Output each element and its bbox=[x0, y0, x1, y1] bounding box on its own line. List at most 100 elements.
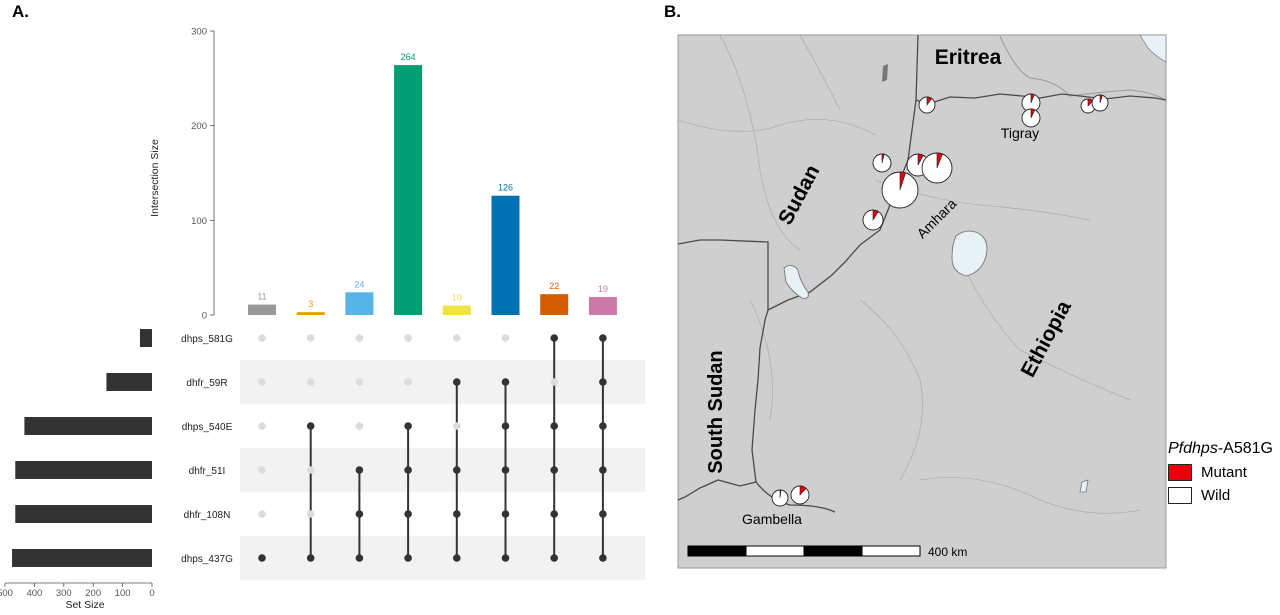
set-size-bar bbox=[15, 505, 153, 523]
panel-a-label: A. bbox=[12, 2, 29, 21]
legend-item-wild: Wild bbox=[1168, 487, 1273, 504]
matrix-background bbox=[240, 360, 645, 580]
legend-title: Pfdhps-A581G bbox=[1168, 440, 1273, 458]
bar-value-label: 19 bbox=[598, 284, 608, 294]
coastline bbox=[999, 35, 1167, 101]
y-tick-label: 300 bbox=[191, 27, 207, 38]
matrix-dot-empty bbox=[355, 378, 364, 386]
matrix-dot-empty bbox=[550, 378, 558, 386]
set-size-bar bbox=[139, 329, 152, 347]
intersection-bar bbox=[296, 312, 325, 315]
map-legend: Pfdhps-A581G Mutant Wild bbox=[1168, 440, 1273, 504]
intersection-bars: 11 3 24 264 10 126 22 19 bbox=[248, 52, 617, 315]
lake-sudan bbox=[783, 265, 809, 299]
lake-small-east bbox=[1079, 479, 1089, 493]
matrix-dot-filled bbox=[501, 510, 510, 518]
set-size-bar bbox=[106, 373, 152, 391]
matrix-dot-filled bbox=[599, 554, 607, 562]
intersection-bar bbox=[540, 294, 569, 315]
matrix-dot-empty bbox=[258, 378, 266, 386]
matrix-dot-empty bbox=[355, 334, 364, 342]
intersection-size-axis: 0 100 200 300 bbox=[191, 27, 215, 322]
matrix-dot-filled bbox=[599, 466, 607, 474]
matrix-dot-empty bbox=[453, 334, 461, 342]
membership-matrix bbox=[258, 334, 607, 562]
intersection-bar bbox=[442, 305, 471, 315]
country-label-eritrea: Eritrea bbox=[935, 46, 1002, 69]
matrix-dot-empty bbox=[258, 466, 266, 474]
set-axis-tick-label: 200 bbox=[85, 588, 101, 599]
site-pie-mutant-slice bbox=[936, 152, 943, 169]
scale-bar: 400 km bbox=[687, 545, 967, 559]
matrix-dot-filled bbox=[404, 422, 412, 430]
bar-value-label: 11 bbox=[257, 292, 266, 302]
matrix-dot-filled bbox=[599, 378, 607, 386]
set-size-bar bbox=[12, 549, 152, 567]
legend-swatch-wild bbox=[1168, 487, 1192, 504]
matrix-dot-filled bbox=[453, 378, 461, 386]
matrix-dot-empty bbox=[453, 422, 461, 430]
site-pie-mutant-slice bbox=[881, 153, 885, 164]
matrix-dot-filled bbox=[355, 466, 364, 474]
matrix-dot-empty bbox=[258, 422, 266, 430]
matrix-row-stripe bbox=[240, 448, 645, 492]
matrix-dot-filled bbox=[404, 554, 412, 562]
matrix-dot-filled bbox=[599, 510, 607, 518]
set-size-bar bbox=[24, 417, 152, 435]
matrix-dot-empty bbox=[306, 334, 315, 342]
matrix-dot-filled bbox=[501, 554, 510, 562]
intersection-bar bbox=[394, 65, 423, 315]
y-tick-label: 0 bbox=[202, 311, 207, 322]
country-borders bbox=[677, 34, 1167, 513]
intersection-bar bbox=[588, 297, 617, 315]
set-name-label: dhfr_108N bbox=[184, 510, 231, 521]
matrix-dot-filled bbox=[550, 466, 558, 474]
legend-swatch-mutant bbox=[1168, 464, 1192, 481]
set-name-label: dhps_540E bbox=[182, 422, 233, 433]
legend-label-wild: Wild bbox=[1201, 487, 1231, 504]
matrix-dot-filled bbox=[306, 554, 315, 562]
matrix-dot-empty bbox=[306, 378, 315, 386]
matrix-dot-empty bbox=[501, 334, 510, 342]
map-panel: Eritrea Sudan Ethiopia South Sudan Tigra… bbox=[677, 34, 1167, 569]
matrix-dot-filled bbox=[453, 554, 461, 562]
site-pie-mutant-slice bbox=[917, 153, 924, 166]
matrix-dot-filled bbox=[501, 422, 510, 430]
intersection-bar bbox=[345, 292, 374, 315]
matrix-dot-filled bbox=[550, 554, 558, 562]
bar-value-label: 10 bbox=[452, 293, 462, 303]
site-pie-mutant-slice bbox=[899, 171, 906, 191]
set-axis-tick-label: 500 bbox=[0, 588, 13, 599]
bar-value-label: 126 bbox=[498, 183, 513, 193]
set-size-bars: dhps_581G dhfr_59R dhps_540E dhfr_51I dhfr_1… bbox=[12, 329, 233, 567]
intersection-bar bbox=[491, 195, 520, 315]
legend-item-mutant: Mutant bbox=[1168, 464, 1273, 481]
set-axis-tick-label: 100 bbox=[115, 588, 131, 599]
bar-value-label: 22 bbox=[549, 281, 559, 291]
matrix-dot-filled bbox=[404, 466, 412, 474]
matrix-dot-empty bbox=[306, 466, 315, 474]
set-axis-tick-label: 0 bbox=[149, 588, 154, 599]
matrix-dot-empty bbox=[258, 510, 266, 518]
matrix-dot-filled bbox=[355, 510, 364, 518]
y-tick-label: 200 bbox=[191, 121, 207, 132]
matrix-dot-filled bbox=[501, 378, 510, 386]
region-label-gambella: Gambella bbox=[742, 511, 802, 527]
set-name-label: dhps_581G bbox=[181, 334, 233, 345]
lake-tana bbox=[951, 230, 988, 277]
set-size-title: Set Size bbox=[65, 599, 104, 611]
map-land bbox=[677, 34, 1167, 569]
site-pie-mutant-slice bbox=[779, 489, 782, 499]
matrix-dot-filled bbox=[550, 510, 558, 518]
bar-value-label: 264 bbox=[401, 52, 416, 62]
legend-title-italic: Pfdhps bbox=[1168, 440, 1218, 457]
matrix-row-stripe bbox=[240, 360, 645, 404]
country-label-south-sudan: South Sudan bbox=[705, 350, 727, 473]
site-pie-mutant-slice bbox=[1030, 108, 1036, 119]
y-axis-title: Intersection Size bbox=[149, 139, 161, 217]
matrix-dot-filled bbox=[599, 334, 607, 342]
matrix-dot-filled bbox=[599, 422, 607, 430]
matrix-dot-filled bbox=[355, 554, 364, 562]
matrix-dot-filled bbox=[258, 554, 266, 562]
site-pie-mutant-slice bbox=[1030, 93, 1035, 104]
